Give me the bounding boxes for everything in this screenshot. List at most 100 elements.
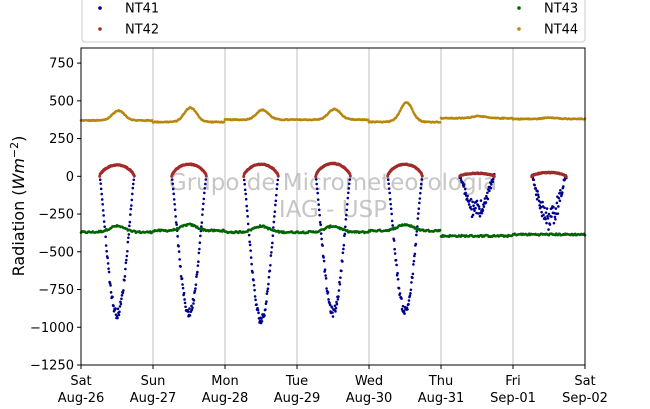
data-point [257,311,260,315]
data-point [475,199,479,203]
data-point [244,192,247,196]
data-point [107,267,110,270]
data-point [390,212,393,216]
y-axis-title-close: ) [9,136,28,142]
data-point [477,205,481,208]
data-point [536,190,539,193]
data-point [172,198,176,201]
data-point [104,244,108,247]
data-point [114,307,117,310]
data-point [333,304,337,308]
data-point [347,182,351,186]
data-point [272,226,275,229]
data-point [406,308,409,311]
data-point [249,256,253,259]
data-point [543,206,546,210]
data-point [416,217,420,220]
data-point [486,191,489,195]
data-point [101,209,105,212]
data-point [346,203,349,206]
data-point [467,203,471,206]
data-point [106,262,110,265]
data-point [172,192,175,196]
data-point [348,174,352,178]
data-point [117,313,121,317]
data-point [411,276,414,280]
data-point [562,185,565,188]
data-point [471,200,474,204]
data-point [195,275,198,278]
data-point [267,275,271,279]
y-tick-label: −500 [38,245,74,260]
data-point [253,295,257,298]
data-point [268,269,272,273]
data-point [564,175,568,179]
data-point [545,207,549,210]
data-point [178,258,181,261]
data-point [179,265,182,268]
y-tick-label: −1000 [30,321,74,336]
data-point [250,262,253,266]
data-point [324,274,327,277]
data-point [414,242,418,246]
data-point [125,258,128,262]
data-point [196,264,200,267]
data-point [120,297,123,301]
data-point [127,233,131,236]
data-point [410,108,414,111]
data-point [186,310,190,313]
data-point [469,197,473,201]
data-point [539,205,543,209]
data-point [106,256,109,260]
data-point [547,228,550,231]
data-point [400,297,403,300]
data-point [276,174,280,178]
y-tick-label: 750 [49,57,74,72]
data-point [131,182,135,186]
data-point [274,199,278,203]
data-point [545,221,548,225]
data-point [554,207,558,210]
data-point [98,178,102,182]
x-tick-label-date: Aug-29 [274,391,321,406]
watermark-line: IAG - USP [279,197,387,223]
data-point [417,212,420,215]
data-point [335,300,338,304]
data-point [391,224,394,227]
data-point [126,240,130,244]
data-point [348,178,352,181]
data-point [387,187,391,190]
data-point [392,239,396,242]
data-point [119,300,122,304]
data-point [260,319,264,323]
data-point [553,211,556,215]
data-point [105,249,108,253]
data-point [469,205,472,209]
data-point [463,187,467,191]
data-point [557,196,561,200]
data-point [197,260,200,264]
data-point [118,310,121,314]
data-point [330,306,334,309]
data-point [419,191,422,195]
data-point [462,183,466,186]
data-point [150,119,154,122]
data-point [194,287,197,290]
data-point [276,178,280,182]
data-point [396,277,400,281]
data-point [199,234,202,238]
data-point [415,233,418,237]
data-point [176,235,179,238]
data-point [122,289,125,292]
data-point [338,283,342,286]
data-point [171,182,175,186]
data-point [126,249,129,253]
data-point [491,177,495,181]
data-point [409,288,413,292]
data-point [534,193,538,197]
data-point [418,201,421,205]
data-point [556,212,560,215]
data-point [488,189,491,193]
data-point [490,183,493,186]
data-point [342,243,346,247]
